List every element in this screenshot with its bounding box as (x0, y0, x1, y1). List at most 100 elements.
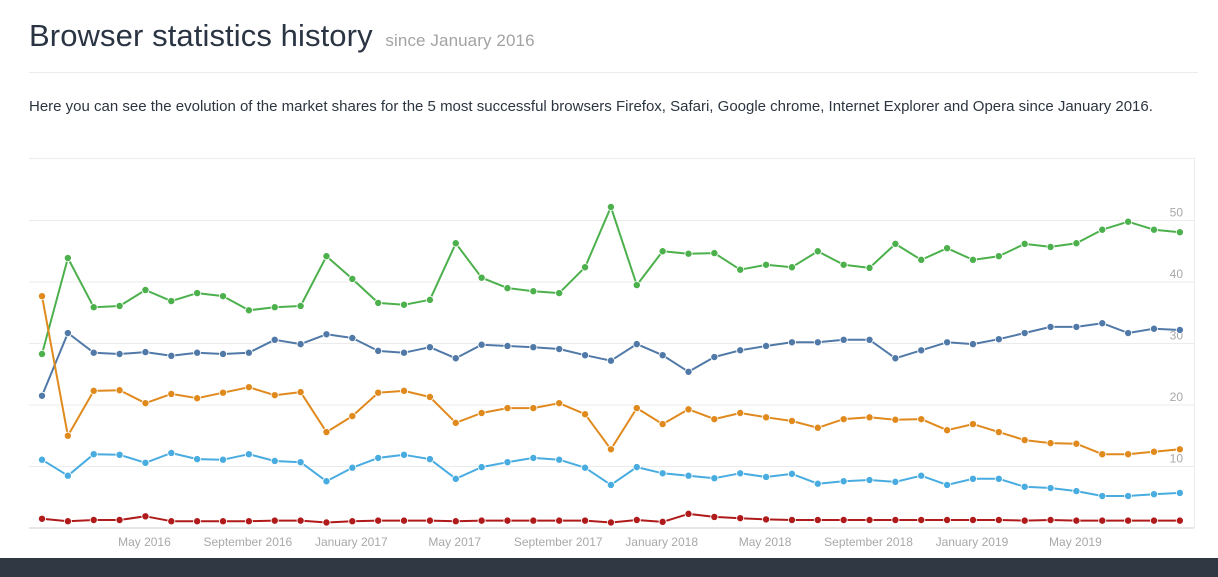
data-point[interactable] (296, 340, 305, 349)
data-point[interactable] (503, 341, 512, 350)
data-point[interactable] (1149, 447, 1158, 456)
data-point[interactable] (684, 367, 693, 376)
data-point[interactable] (865, 335, 874, 344)
data-point[interactable] (451, 517, 460, 526)
data-point[interactable] (451, 418, 460, 427)
data-point[interactable] (917, 471, 926, 480)
data-point[interactable] (63, 517, 72, 526)
data-point[interactable] (891, 239, 900, 248)
data-point[interactable] (477, 273, 486, 282)
data-point[interactable] (736, 469, 745, 478)
data-point[interactable] (400, 348, 409, 357)
data-point[interactable] (425, 516, 434, 525)
data-point[interactable] (865, 413, 874, 422)
data-point[interactable] (632, 281, 641, 290)
data-point[interactable] (400, 516, 409, 525)
data-point[interactable] (141, 285, 150, 294)
data-point[interactable] (244, 517, 253, 526)
data-point[interactable] (1124, 329, 1133, 338)
data-point[interactable] (658, 351, 667, 360)
data-point[interactable] (606, 480, 615, 489)
data-point[interactable] (1175, 516, 1184, 525)
data-point[interactable] (348, 517, 357, 526)
data-point[interactable] (348, 333, 357, 342)
data-point[interactable] (762, 341, 771, 350)
data-point[interactable] (1149, 516, 1158, 525)
data-point[interactable] (167, 517, 176, 526)
data-point[interactable] (710, 415, 719, 424)
data-point[interactable] (581, 410, 590, 419)
data-point[interactable] (787, 416, 796, 425)
data-point[interactable] (684, 471, 693, 480)
data-point[interactable] (555, 455, 564, 464)
data-point[interactable] (1124, 516, 1133, 525)
data-point[interactable] (684, 405, 693, 414)
data-point[interactable] (425, 343, 434, 352)
data-point[interactable] (244, 348, 253, 357)
data-point[interactable] (632, 516, 641, 525)
data-point[interactable] (1098, 225, 1107, 234)
data-point[interactable] (994, 428, 1003, 437)
data-point[interactable] (994, 335, 1003, 344)
data-point[interactable] (503, 284, 512, 293)
data-point[interactable] (943, 338, 952, 347)
data-point[interactable] (1072, 322, 1081, 331)
data-point[interactable] (348, 274, 357, 283)
data-point[interactable] (606, 445, 615, 454)
data-point[interactable] (529, 343, 538, 352)
data-point[interactable] (762, 515, 771, 524)
data-point[interactable] (63, 471, 72, 480)
data-point[interactable] (1149, 324, 1158, 333)
data-point[interactable] (244, 306, 253, 315)
data-point[interactable] (270, 303, 279, 312)
data-point[interactable] (244, 450, 253, 459)
data-point[interactable] (606, 356, 615, 365)
data-point[interactable] (787, 263, 796, 272)
data-point[interactable] (193, 517, 202, 526)
data-point[interactable] (1098, 450, 1107, 459)
data-point[interactable] (658, 469, 667, 478)
data-point[interactable] (891, 516, 900, 525)
data-point[interactable] (943, 426, 952, 435)
data-point[interactable] (37, 514, 46, 523)
data-point[interactable] (141, 458, 150, 467)
data-point[interactable] (1046, 439, 1055, 448)
data-point[interactable] (529, 453, 538, 462)
data-point[interactable] (1098, 492, 1107, 501)
data-point[interactable] (219, 349, 228, 358)
data-point[interactable] (348, 412, 357, 421)
data-point[interactable] (115, 386, 124, 395)
data-point[interactable] (37, 391, 46, 400)
data-point[interactable] (529, 516, 538, 525)
data-point[interactable] (581, 263, 590, 272)
data-point[interactable] (219, 517, 228, 526)
data-point[interactable] (503, 516, 512, 525)
data-point[interactable] (63, 254, 72, 263)
data-point[interactable] (529, 404, 538, 413)
data-point[interactable] (968, 474, 977, 483)
data-point[interactable] (813, 247, 822, 256)
data-point[interactable] (865, 263, 874, 272)
data-point[interactable] (736, 408, 745, 417)
data-point[interactable] (1072, 516, 1081, 525)
data-point[interactable] (374, 388, 383, 397)
data-point[interactable] (632, 404, 641, 413)
data-point[interactable] (296, 516, 305, 525)
data-point[interactable] (1124, 450, 1133, 459)
data-point[interactable] (684, 249, 693, 258)
data-point[interactable] (606, 518, 615, 527)
data-point[interactable] (244, 383, 253, 392)
data-point[interactable] (968, 420, 977, 429)
data-point[interactable] (917, 516, 926, 525)
data-point[interactable] (296, 388, 305, 397)
data-point[interactable] (451, 239, 460, 248)
data-point[interactable] (581, 516, 590, 525)
data-point[interactable] (89, 386, 98, 395)
data-point[interactable] (89, 303, 98, 312)
data-point[interactable] (1149, 490, 1158, 499)
data-point[interactable] (1124, 217, 1133, 226)
data-point[interactable] (839, 516, 848, 525)
data-point[interactable] (658, 420, 667, 429)
data-point[interactable] (1020, 329, 1029, 338)
data-point[interactable] (839, 477, 848, 486)
